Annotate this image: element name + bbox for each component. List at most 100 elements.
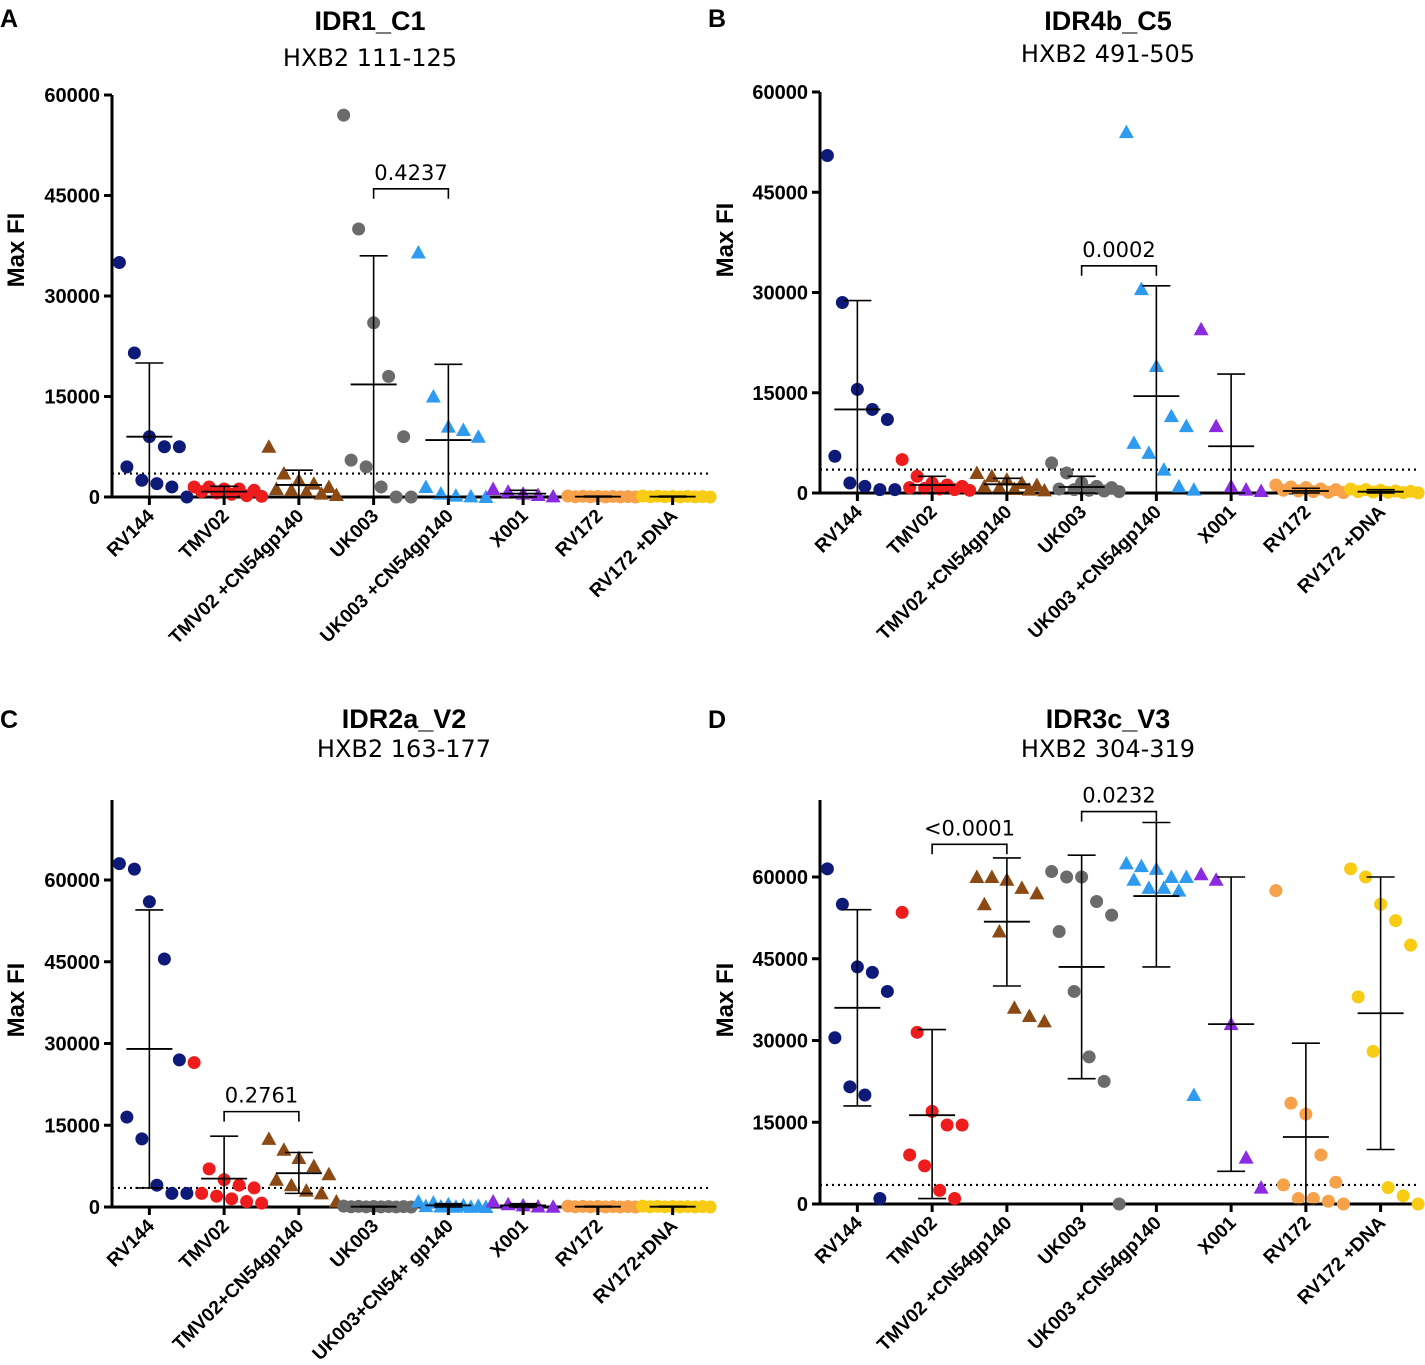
x-tick-label: TMV02 +CN54gp140 — [873, 502, 1016, 645]
data-point — [873, 1192, 887, 1206]
data-point — [1344, 862, 1358, 876]
data-point — [485, 481, 501, 495]
panel-title: IDR4b_C5 — [1044, 6, 1172, 36]
comparison-bracket — [1080, 264, 1158, 276]
panel-subtitle: HXB2 491-505 — [1021, 40, 1195, 68]
data-point — [210, 1189, 224, 1203]
data-point — [1141, 445, 1157, 459]
data-point — [1105, 908, 1119, 922]
data-point — [1060, 466, 1074, 480]
data-point — [1238, 1150, 1254, 1164]
data-point — [1126, 435, 1142, 449]
data-point — [1029, 885, 1045, 900]
data-point — [150, 477, 164, 491]
data-point — [1163, 408, 1179, 423]
x-tick-label: TMV02 — [884, 1213, 942, 1271]
data-point — [1067, 984, 1081, 998]
y-axis-label: Max FI — [3, 213, 30, 288]
data-point — [1014, 880, 1030, 894]
data-point — [404, 490, 418, 504]
x-tick-label: TMV02 — [176, 506, 234, 564]
data-point — [283, 1177, 299, 1192]
x-tick-label: RV144 — [103, 1215, 159, 1271]
panel-letter: A — [0, 5, 18, 33]
data-point — [448, 488, 464, 502]
data-point — [1396, 486, 1410, 500]
data-point — [910, 469, 924, 483]
data-point — [1178, 869, 1194, 883]
x-tick-label: UK003 +CN54gp140 — [1024, 1213, 1165, 1354]
data-point — [703, 490, 717, 504]
data-point — [1060, 870, 1074, 884]
data-point — [276, 466, 292, 480]
x-tick-label: RV172 — [552, 506, 608, 562]
data-point — [1036, 482, 1052, 497]
x-tick-label: TMV02 — [176, 1216, 234, 1274]
data-point — [895, 905, 909, 919]
data-point — [298, 484, 314, 498]
data-point — [276, 1142, 292, 1156]
data-point — [835, 296, 849, 310]
data-point — [313, 1185, 329, 1200]
data-point — [858, 479, 872, 493]
data-point — [112, 256, 126, 269]
data-point — [1314, 1148, 1328, 1162]
data-point — [127, 346, 141, 360]
data-point — [195, 1186, 209, 1200]
data-point — [180, 1186, 194, 1200]
data-point — [828, 449, 842, 463]
data-point — [1366, 1044, 1380, 1058]
data-point — [1396, 1189, 1410, 1203]
data-point — [984, 468, 1000, 483]
data-point — [969, 465, 985, 479]
data-point — [313, 486, 329, 500]
x-tick-label: RV144 — [811, 501, 867, 557]
data-point — [240, 1195, 254, 1209]
data-point — [157, 440, 171, 454]
data-point — [1306, 1192, 1320, 1206]
x-tick-label: X001 — [486, 505, 533, 552]
data-point — [1029, 477, 1045, 491]
data-point — [172, 440, 186, 454]
data-point — [1052, 925, 1066, 938]
data-point — [1253, 483, 1269, 497]
data-point — [397, 430, 411, 444]
data-point — [225, 1192, 239, 1206]
data-point — [389, 490, 403, 504]
x-tick-label: RV172 — [1260, 502, 1316, 558]
data-point — [485, 1194, 501, 1208]
p-value-label: <0.0001 — [924, 816, 1015, 840]
data-point — [1052, 482, 1066, 496]
data-point — [1036, 1013, 1052, 1028]
y-axis-label: Max FI — [3, 963, 30, 1038]
data-point — [955, 1118, 969, 1132]
data-point — [858, 1088, 872, 1102]
y-tick-label: 30000 — [752, 1031, 808, 1053]
data-point — [142, 895, 156, 909]
data-point — [120, 460, 134, 474]
y-tick-label: 0 — [797, 1194, 808, 1216]
data-point — [1118, 855, 1134, 870]
panel-letter: C — [0, 706, 18, 734]
y-tick-label: 15000 — [752, 383, 808, 405]
data-point — [268, 1172, 284, 1186]
data-point — [328, 487, 344, 501]
x-tick-label: X001 — [1194, 1212, 1241, 1259]
data-point — [976, 478, 992, 493]
comparison-bracket — [372, 188, 450, 199]
data-point — [703, 1200, 717, 1214]
x-tick-label: TMV02+CN54gp140 — [169, 1216, 308, 1355]
data-point — [1193, 866, 1209, 881]
data-point — [940, 1118, 954, 1132]
data-point — [410, 1194, 426, 1208]
data-point — [843, 476, 857, 490]
panel-title: IDR2a_V2 — [342, 704, 467, 734]
data-point — [1193, 321, 1209, 336]
comparison-bracket — [223, 1110, 300, 1122]
data-point — [283, 482, 299, 497]
data-point — [247, 1181, 261, 1195]
x-tick-label: RV144 — [811, 1212, 867, 1268]
data-point — [165, 1186, 179, 1200]
